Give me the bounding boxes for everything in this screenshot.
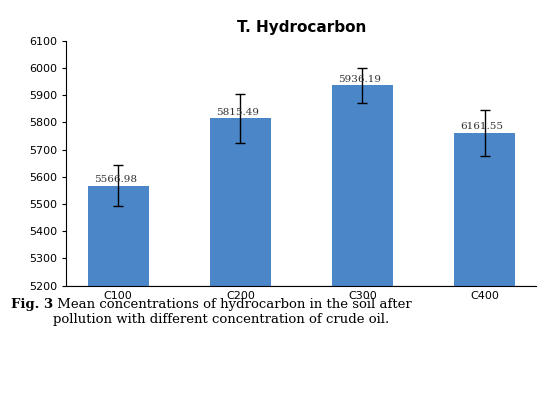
Bar: [454, 133, 515, 408]
Text: 6161.55: 6161.55: [461, 122, 504, 131]
Text: Mean concentrations of hydrocarbon in the soil after
pollution with different co: Mean concentrations of hydrocarbon in th…: [53, 298, 411, 326]
Title: T. Hydrocarbon: T. Hydrocarbon: [237, 20, 366, 35]
Text: 5936.19: 5936.19: [338, 75, 382, 84]
Bar: [210, 118, 271, 408]
Text: 5566.98: 5566.98: [95, 175, 137, 184]
Text: Fig. 3: Fig. 3: [11, 298, 53, 311]
Text: 5815.49: 5815.49: [216, 108, 259, 117]
Bar: [88, 186, 149, 408]
Bar: [332, 85, 393, 408]
